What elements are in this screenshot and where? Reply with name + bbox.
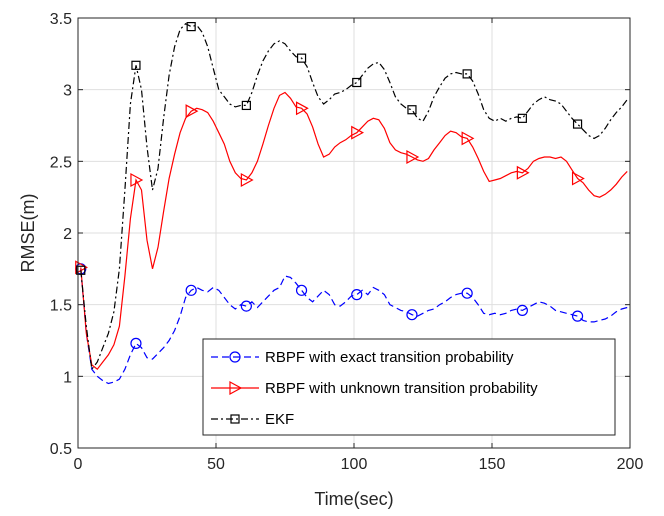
series-2-point xyxy=(295,101,309,116)
x-tick-label: 50 xyxy=(207,456,225,473)
x-tick-label: 200 xyxy=(617,456,644,473)
series-1 xyxy=(75,263,628,385)
y-tick-label: 1.5 xyxy=(50,298,72,315)
series-3-line xyxy=(80,22,628,371)
series-3-point xyxy=(76,265,86,275)
legend-label: RBPF with unknown transition probability xyxy=(265,380,538,397)
x-tick-label: 150 xyxy=(479,456,506,473)
series-1-point xyxy=(461,287,473,299)
series-layer xyxy=(75,22,628,385)
legend-item-2: RBPF with unknown transition probability xyxy=(211,380,538,397)
y-tick-label: 3.5 xyxy=(50,11,72,28)
series-1-point xyxy=(351,289,363,301)
series-2-point xyxy=(406,150,420,165)
x-axis-title: Time(sec) xyxy=(314,489,393,509)
x-tick-label: 0 xyxy=(74,456,83,473)
series-2-point xyxy=(351,125,365,140)
x-tick-label: 100 xyxy=(341,456,368,473)
series-2-point xyxy=(130,172,144,187)
series-2-line xyxy=(80,91,628,371)
series-1-point xyxy=(295,284,308,296)
axis-ticks: 0 50 100 150 200 0.5 1 1.5 2 2.5 3 3.5 xyxy=(50,11,644,473)
y-tick-label: 2.5 xyxy=(50,154,72,171)
legend-item-1: RBPF with exact transition probability xyxy=(211,349,514,366)
y-tick-label: 0.5 xyxy=(50,441,72,458)
series-3-point xyxy=(407,105,417,115)
series-1-point xyxy=(240,300,252,312)
series-2-point xyxy=(185,104,199,119)
y-axis-title: RMSE(m) xyxy=(18,194,38,273)
series-1-point xyxy=(185,284,197,296)
series-1-point xyxy=(571,310,584,322)
series-1-point xyxy=(516,304,528,316)
series-2-point xyxy=(240,172,254,187)
legend-label: RBPF with exact transition probability xyxy=(265,349,514,366)
legend-marker xyxy=(229,351,241,363)
series-3 xyxy=(76,22,628,371)
series-3-point xyxy=(241,100,251,111)
series-3-point xyxy=(572,119,583,129)
series-3-point xyxy=(517,113,527,123)
series-1-point xyxy=(130,337,142,349)
series-2 xyxy=(75,91,628,371)
series-1-line xyxy=(80,268,628,385)
legend: RBPF with exact transition probability RB… xyxy=(202,338,616,436)
series-3-point xyxy=(352,77,362,88)
series-3-point xyxy=(186,22,196,32)
series-2-point xyxy=(461,131,475,146)
series-3-point xyxy=(296,53,307,63)
legend-box xyxy=(202,338,616,436)
series-1-point xyxy=(406,309,418,321)
legend-item-3: EKF xyxy=(211,411,294,428)
y-tick-label: 2 xyxy=(63,226,72,243)
y-tick-label: 3 xyxy=(63,83,72,100)
series-3-point xyxy=(462,69,472,79)
series-2-point xyxy=(516,165,530,180)
legend-marker xyxy=(230,414,240,424)
legend-label: EKF xyxy=(265,411,294,428)
series-2-point xyxy=(571,171,585,186)
y-tick-label: 1 xyxy=(63,369,72,386)
legend-marker xyxy=(229,380,243,396)
series-3-point xyxy=(131,60,141,70)
